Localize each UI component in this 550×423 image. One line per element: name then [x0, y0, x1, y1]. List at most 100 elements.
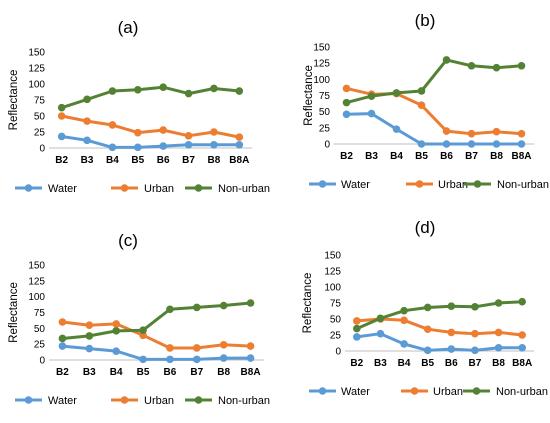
data-point	[494, 328, 503, 337]
x-tick-label: B3	[81, 155, 94, 166]
data-point	[235, 141, 244, 149]
data-point	[57, 103, 66, 112]
x-tick-label: B3	[374, 358, 387, 369]
data-point	[342, 98, 351, 107]
data-point	[400, 340, 408, 348]
legend-marker	[194, 184, 203, 192]
x-tick-label: B7	[465, 151, 478, 162]
data-point	[219, 341, 228, 349]
data-point	[193, 355, 201, 364]
chart-panel: (d) Reflectance 0 25 50 75 100 125 150 B2 B3 B4 B5 B6…	[302, 218, 548, 398]
y-tick-label: 100	[313, 75, 330, 86]
series-line	[346, 58, 522, 105]
legend-marker	[120, 396, 129, 404]
x-tick-label: B2	[55, 155, 68, 166]
series-line	[346, 112, 522, 146]
y-tick-label: 0	[39, 144, 45, 155]
data-point	[467, 129, 476, 138]
y-tick-label: 75	[330, 299, 342, 310]
data-point	[376, 329, 385, 338]
y-tick-label: 150	[28, 261, 45, 272]
x-tick-label: B8	[492, 358, 505, 369]
legend-marker	[473, 180, 482, 188]
data-point	[85, 321, 94, 329]
y-tick-label: 25	[319, 123, 331, 134]
data-point	[447, 302, 456, 311]
x-tick-label: B5	[415, 151, 428, 162]
data-point	[518, 344, 526, 352]
data-point	[235, 87, 244, 95]
chart-panel: (c) Reflectance 0 25 50 75 100 125 150 B2 B3 B4 B5 B6…	[8, 231, 270, 407]
data-point	[342, 84, 351, 93]
x-tick-label: B6	[157, 155, 170, 166]
y-tick-label: 125	[28, 276, 45, 287]
y-tick-label: 100	[28, 292, 45, 303]
series-line	[61, 135, 240, 149]
y-tick-label: 50	[34, 112, 46, 123]
legend-label: Urban	[438, 179, 468, 191]
legend-label: Urban	[433, 386, 463, 398]
data-point	[85, 332, 94, 340]
y-axis-label: Reflectance	[8, 70, 20, 131]
legend-marker	[472, 387, 481, 395]
data-point	[518, 331, 526, 339]
legend-marker	[318, 180, 327, 188]
data-point	[166, 355, 174, 364]
data-point	[83, 136, 91, 145]
data-point	[193, 344, 201, 352]
data-point	[376, 314, 385, 323]
x-tick-label: B2	[340, 151, 353, 162]
data-point	[219, 354, 228, 362]
x-tick-label: B7	[469, 358, 482, 369]
data-point	[517, 61, 526, 70]
legend-marker	[410, 387, 419, 395]
data-point	[447, 328, 456, 337]
legend-label: Non-urban	[496, 386, 548, 398]
x-tick-label: B8A	[511, 151, 531, 162]
panel-title: (a)	[118, 18, 139, 37]
chart-panel: (b) Reflectance 0 25 50 75 100 125 150 B2 B3 B4 B5 B6…	[303, 11, 549, 191]
series-line	[356, 300, 523, 330]
data-point	[112, 347, 120, 355]
data-point	[467, 61, 476, 70]
x-tick-label: B5	[131, 155, 144, 166]
data-point	[134, 143, 142, 152]
series-line	[356, 332, 523, 352]
data-point	[134, 85, 142, 94]
data-point	[447, 345, 456, 353]
y-tick-label: 125	[313, 59, 330, 70]
data-point	[219, 301, 228, 310]
data-point	[246, 342, 255, 350]
data-point	[494, 299, 503, 307]
data-point	[353, 333, 361, 341]
y-tick-label: 0	[39, 356, 45, 367]
data-point	[184, 89, 193, 98]
data-point	[423, 346, 432, 355]
legend: Water Urban Non-urban	[309, 179, 549, 191]
x-tick-label: B5	[421, 358, 434, 369]
legend-marker	[24, 396, 33, 404]
data-point	[423, 325, 432, 334]
data-point	[492, 127, 501, 136]
data-point	[442, 140, 451, 148]
data-point	[367, 92, 376, 100]
x-tick-label: B2	[350, 358, 363, 369]
legend-label: Non-urban	[218, 183, 270, 195]
data-point	[494, 344, 503, 352]
data-point	[112, 320, 120, 328]
data-point	[235, 133, 244, 141]
y-axis-label: Reflectance	[302, 273, 314, 334]
x-tick-label: B8A	[241, 367, 261, 378]
data-point	[210, 141, 218, 149]
legend: Water Urban Non-urban	[15, 395, 270, 407]
data-point	[139, 326, 147, 335]
data-point	[353, 324, 361, 333]
panel-title: (b)	[415, 11, 436, 30]
legend-label: Water	[341, 179, 370, 191]
x-tick-label: B8A	[512, 358, 532, 369]
y-tick-label: 100	[324, 283, 341, 294]
data-point	[112, 327, 120, 335]
data-point	[492, 140, 501, 148]
y-tick-label: 50	[330, 315, 342, 326]
data-point	[83, 95, 91, 104]
